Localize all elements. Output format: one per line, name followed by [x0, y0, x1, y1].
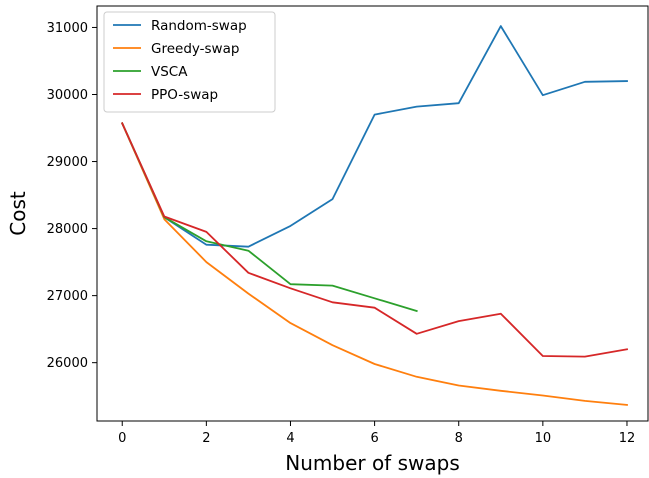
x-tick-label: 2	[202, 431, 210, 446]
x-tick-label: 4	[286, 431, 294, 446]
x-tick-label: 10	[535, 431, 552, 446]
x-tick-label: 0	[118, 431, 126, 446]
series-line-random-swap	[121, 25, 628, 248]
y-tick-label: 31000	[47, 21, 88, 36]
y-axis-label: Cost	[6, 191, 30, 236]
y-tick-label: 27000	[47, 289, 88, 304]
plot-frame	[96, 5, 649, 422]
y-axis: 26000 27000 28000 29000 30000 31000	[47, 21, 97, 371]
y-tick-label: 29000	[47, 155, 88, 170]
legend: Random-swap Greedy-swap VSCA PPO-swap	[103, 11, 276, 113]
y-tick-label: 26000	[47, 356, 88, 371]
legend-entry: VSCA	[151, 64, 188, 80]
x-axis: 0 2 4 6 8 10 12	[118, 421, 635, 446]
x-axis-label: Number of swaps	[285, 451, 459, 475]
x-tick-label: 8	[455, 431, 463, 446]
series-line-ppo-swap	[121, 122, 629, 358]
x-tick-label: 6	[370, 431, 378, 446]
series-line-vsca	[121, 122, 418, 313]
series-layer	[121, 25, 629, 406]
x-tick-label: 12	[619, 431, 636, 446]
legend-box	[103, 11, 276, 113]
plot-area	[96, 5, 649, 422]
legend-entry: PPO-swap	[151, 87, 218, 103]
legend-entry: Greedy-swap	[151, 41, 239, 57]
y-tick-label: 30000	[47, 88, 88, 103]
series-line-greedy-swap	[121, 122, 628, 406]
legend-entry: Random-swap	[151, 18, 247, 34]
y-tick-label: 28000	[47, 222, 88, 237]
